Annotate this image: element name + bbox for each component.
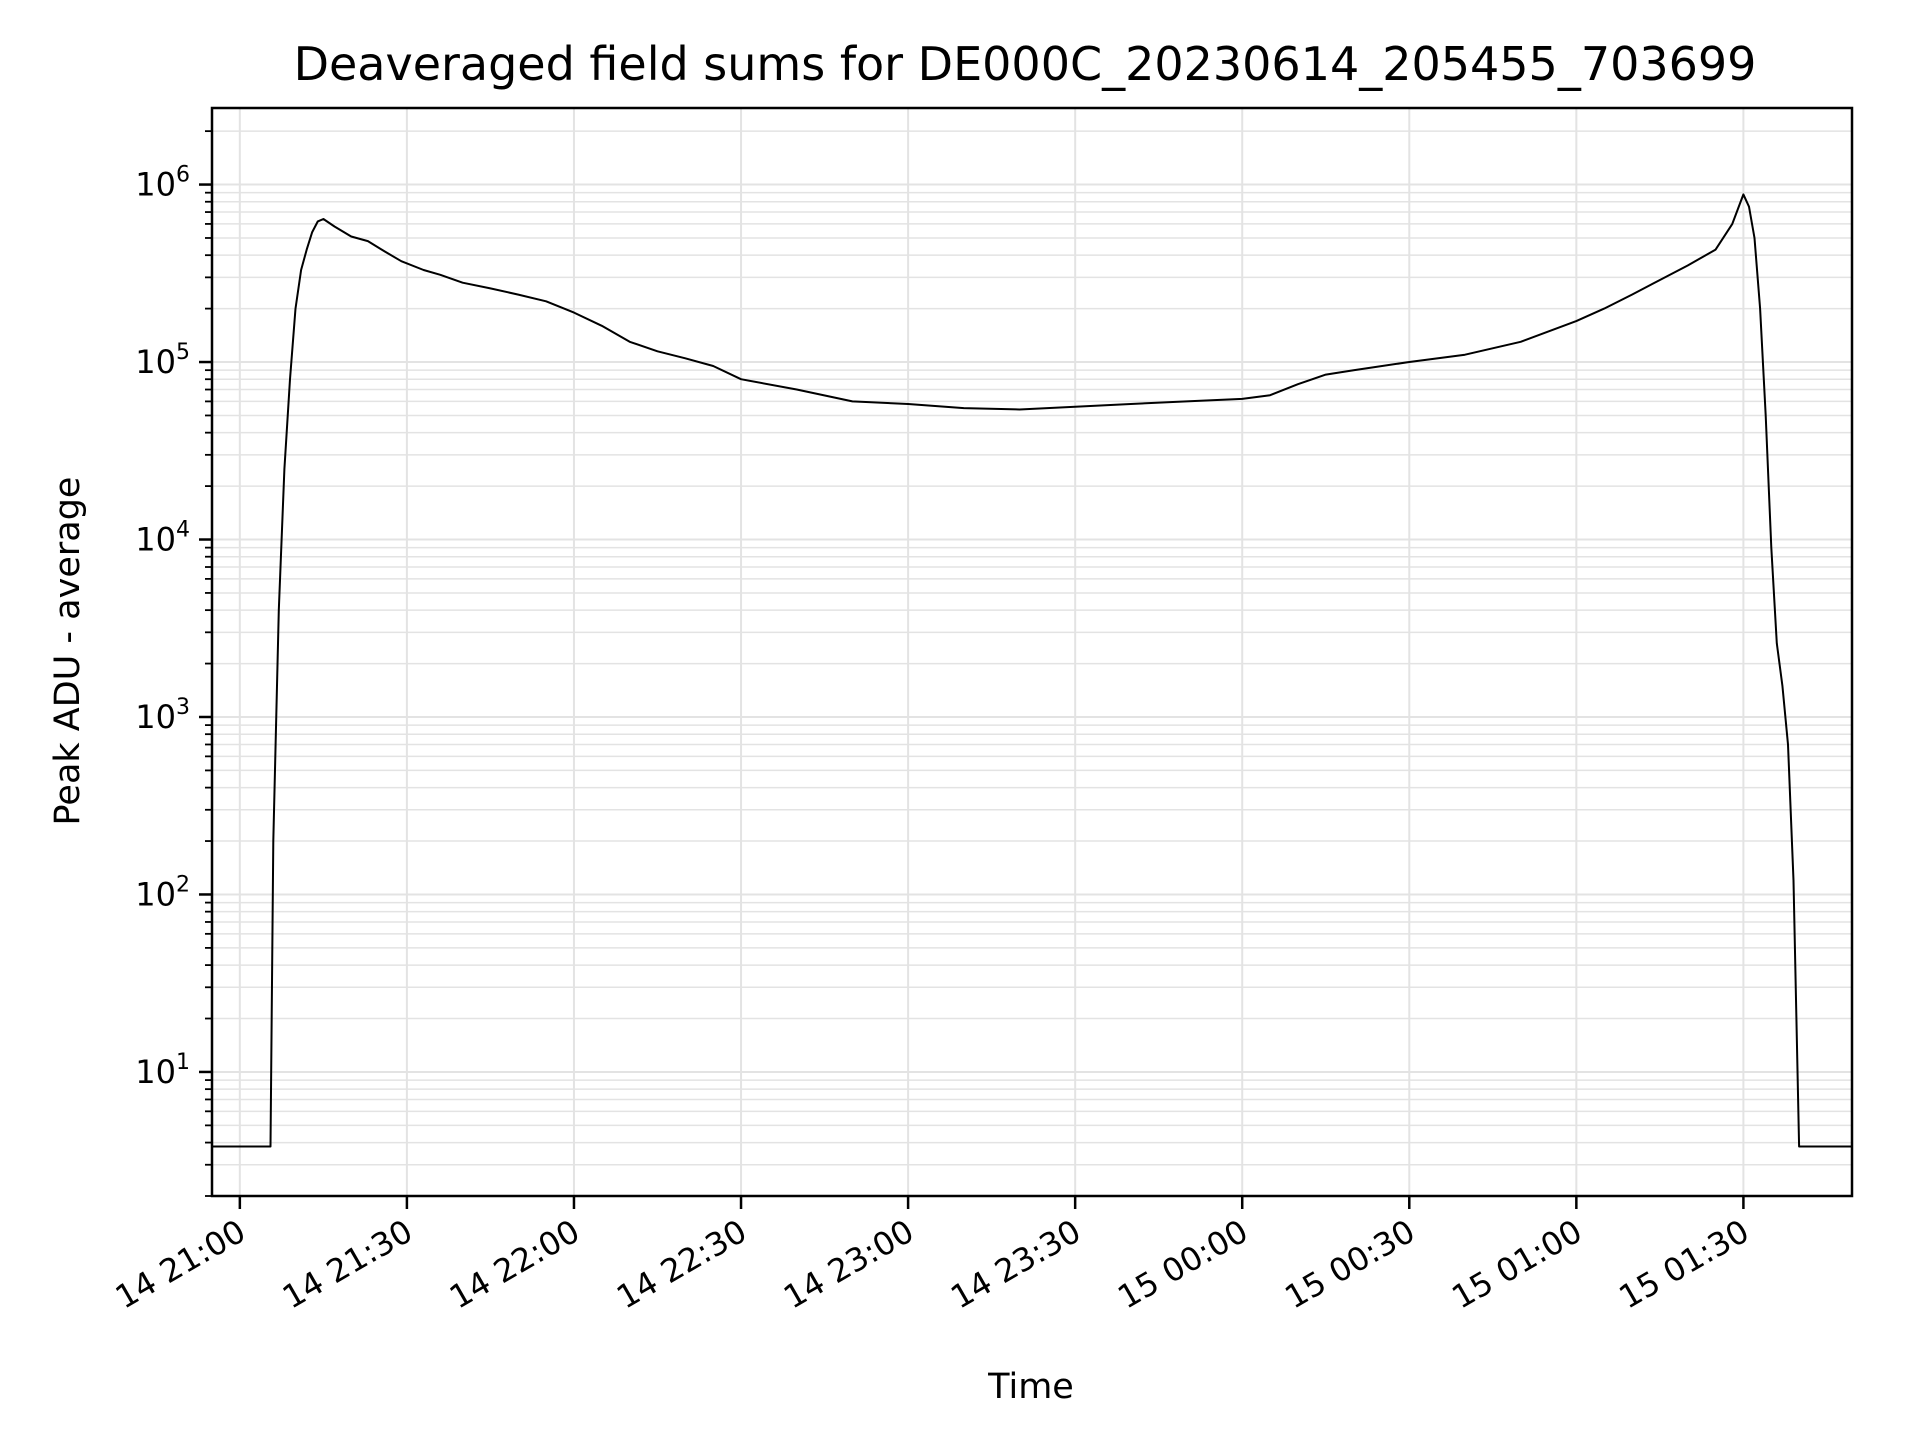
- grid-lines: [212, 108, 1852, 1197]
- axes: [210, 106, 1854, 1198]
- y-tick-label: 104: [135, 518, 190, 559]
- y-tick-label: 105: [135, 340, 190, 381]
- chart-title: Deaveraged field sums for DE000C_2023061…: [294, 37, 1757, 91]
- plot-frame: [210, 106, 1854, 1198]
- y-axis-title: Peak ADU - average: [48, 477, 88, 826]
- series-layer: [212, 193, 1852, 1148]
- x-axis-title: Time: [987, 1367, 1074, 1407]
- y-axis-ticks: 101 102 103 104 105 106: [135, 130, 212, 1197]
- y-tick-label: 103: [135, 695, 190, 736]
- y-tick-label: 102: [135, 872, 190, 913]
- y-tick-label: 101: [135, 1050, 190, 1091]
- series-line-0: [212, 193, 1852, 1148]
- y-tick-label: 106: [135, 163, 190, 204]
